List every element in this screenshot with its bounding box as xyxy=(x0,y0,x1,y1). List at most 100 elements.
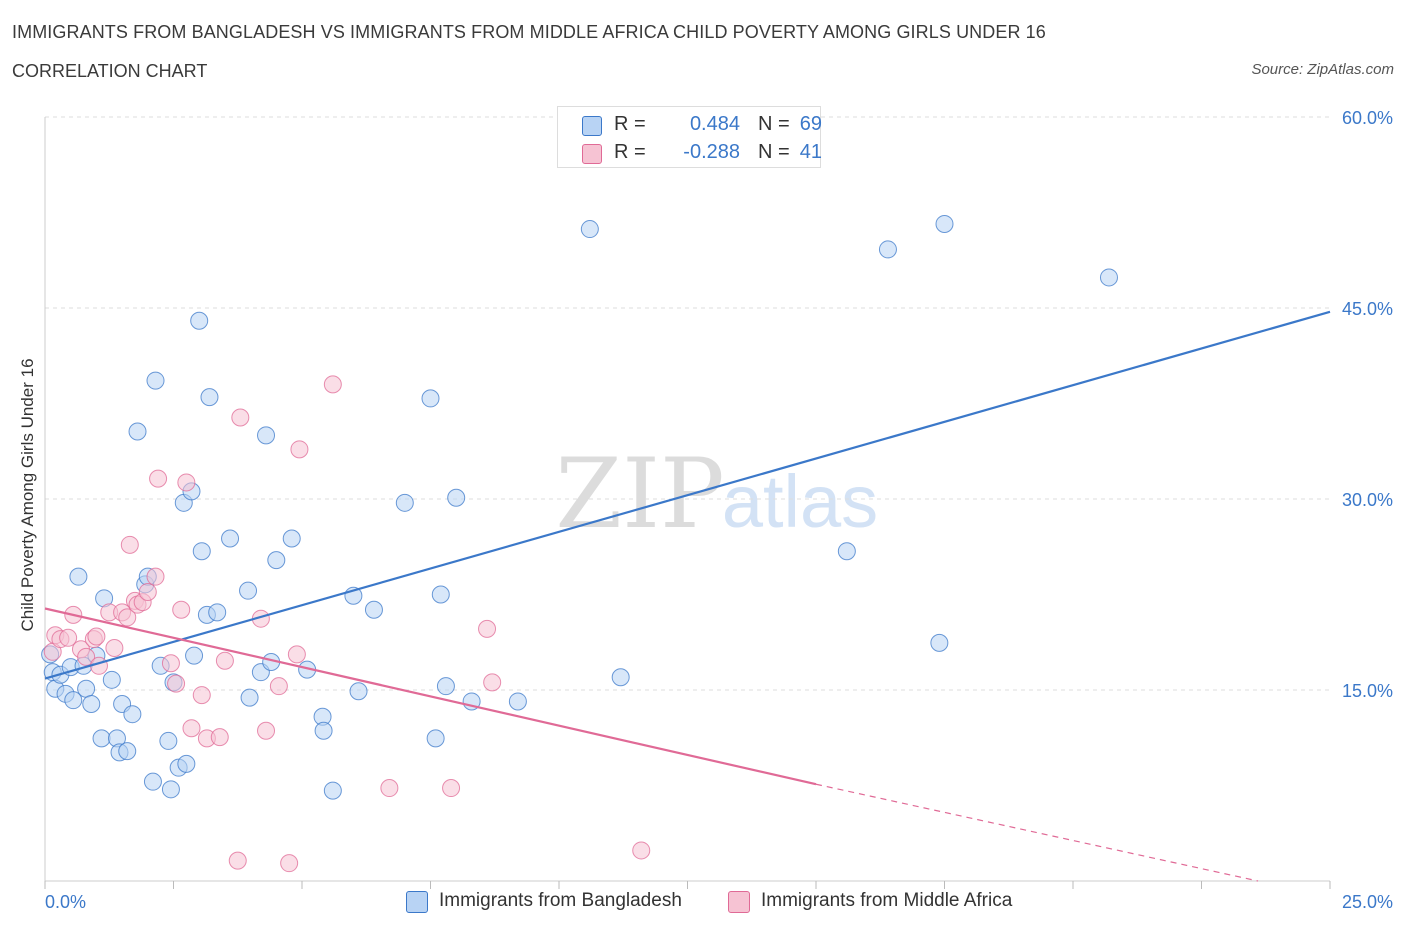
trend-line-extension-middle-africa xyxy=(815,783,1259,882)
data-point xyxy=(215,651,234,670)
data-point xyxy=(580,220,599,239)
series-layer xyxy=(41,214,1118,873)
gridlines xyxy=(45,116,1330,691)
data-point xyxy=(120,535,139,554)
data-point xyxy=(221,529,240,548)
data-point xyxy=(118,742,137,761)
data-point xyxy=(146,371,165,390)
data-point xyxy=(632,841,651,860)
y-axis-label: Child Poverty Among Girls Under 16 xyxy=(18,358,37,632)
tick-labels: 15.0% 30.0% 45.0% 60.0% 0.0% 25.0% xyxy=(45,108,1393,912)
bottom-legend-swatch-pink xyxy=(728,891,750,913)
data-point xyxy=(159,731,178,750)
legend-r-value: -0.288 xyxy=(683,141,740,163)
legend-n-label: N = xyxy=(758,113,790,135)
data-point xyxy=(257,721,276,740)
y-tick-label: 45.0% xyxy=(1342,299,1393,319)
y-tick-label: 15.0% xyxy=(1342,681,1393,701)
data-point xyxy=(257,426,276,445)
data-point xyxy=(149,469,168,488)
y-tick-label: 60.0% xyxy=(1342,108,1393,128)
x-tick-label: 25.0% xyxy=(1342,892,1393,912)
data-point xyxy=(1099,268,1118,287)
data-point xyxy=(323,375,342,394)
data-point xyxy=(200,388,219,407)
data-point xyxy=(69,567,88,586)
data-point xyxy=(182,719,201,738)
data-point xyxy=(143,772,162,791)
data-point xyxy=(138,582,157,601)
data-point xyxy=(185,646,204,665)
data-point xyxy=(210,728,229,747)
data-point xyxy=(77,647,96,666)
data-point xyxy=(395,493,414,512)
data-point xyxy=(87,627,106,646)
data-point xyxy=(280,854,299,873)
data-point xyxy=(478,619,497,638)
bottom-legend-item-middle-africa: Immigrants from Middle Africa xyxy=(728,889,1048,915)
data-point xyxy=(483,673,502,692)
data-point xyxy=(287,645,306,664)
data-point xyxy=(82,695,101,714)
legend-swatch-blue xyxy=(582,116,602,136)
bottom-legend-item-bangladesh: Immigrants from Bangladesh xyxy=(406,889,706,915)
data-point xyxy=(837,542,856,561)
data-point xyxy=(611,668,630,687)
legend-r-label: R = xyxy=(614,141,646,163)
legend-n-label: N = xyxy=(758,141,790,163)
data-point xyxy=(77,679,96,698)
watermark-zip: ZIP xyxy=(555,438,724,550)
trend-layer xyxy=(44,310,1331,882)
data-point xyxy=(123,705,142,724)
data-point xyxy=(239,581,258,600)
chart-subtitle: CORRELATION CHART xyxy=(12,61,208,81)
data-point xyxy=(323,781,342,800)
data-point xyxy=(128,422,147,441)
data-point xyxy=(290,440,309,459)
bottom-legend-label: Immigrants from Bangladesh xyxy=(439,890,682,911)
data-point xyxy=(269,677,288,696)
data-point xyxy=(208,603,227,622)
bottom-legend-swatch-blue xyxy=(406,891,428,913)
data-point xyxy=(192,542,211,561)
data-point xyxy=(172,600,191,619)
series-bangladesh xyxy=(41,214,1118,800)
data-point xyxy=(161,780,180,799)
legend-r-label: R = xyxy=(614,113,646,135)
data-point xyxy=(177,754,196,773)
data-point xyxy=(190,311,209,330)
bottom-legend-label: Immigrants from Middle Africa xyxy=(761,890,1013,911)
data-point xyxy=(447,488,466,507)
data-point xyxy=(380,779,399,798)
data-point xyxy=(64,691,83,710)
trend-line-middle-africa xyxy=(44,607,817,786)
data-point xyxy=(59,628,78,647)
data-point xyxy=(282,529,301,548)
data-point xyxy=(267,551,286,570)
data-point xyxy=(314,721,333,740)
legend-swatch-pink xyxy=(582,144,602,164)
legend-r-value: 0.484 xyxy=(689,113,740,135)
data-point xyxy=(118,608,137,627)
legend-n-value: 69 xyxy=(799,113,822,135)
legend-n-value: 41 xyxy=(799,141,822,163)
data-point xyxy=(228,851,247,870)
data-point xyxy=(431,585,450,604)
data-point xyxy=(167,674,186,693)
x-tick-label: 0.0% xyxy=(45,892,86,912)
data-point xyxy=(92,729,111,748)
data-point xyxy=(105,638,124,657)
watermark: ZIP atlas xyxy=(555,438,878,550)
data-point xyxy=(177,473,196,492)
data-point xyxy=(231,408,250,427)
axes xyxy=(44,117,1331,889)
y-tick-label: 30.0% xyxy=(1342,490,1393,510)
data-point xyxy=(146,567,165,586)
data-point xyxy=(930,633,949,652)
data-point xyxy=(935,214,954,233)
series-middle-africa xyxy=(43,375,651,873)
chart-title: IMMIGRANTS FROM BANGLADESH VS IMMIGRANTS… xyxy=(12,22,1046,42)
data-point xyxy=(442,779,461,798)
data-point xyxy=(161,654,180,673)
trend-line-bangladesh xyxy=(44,310,1331,680)
